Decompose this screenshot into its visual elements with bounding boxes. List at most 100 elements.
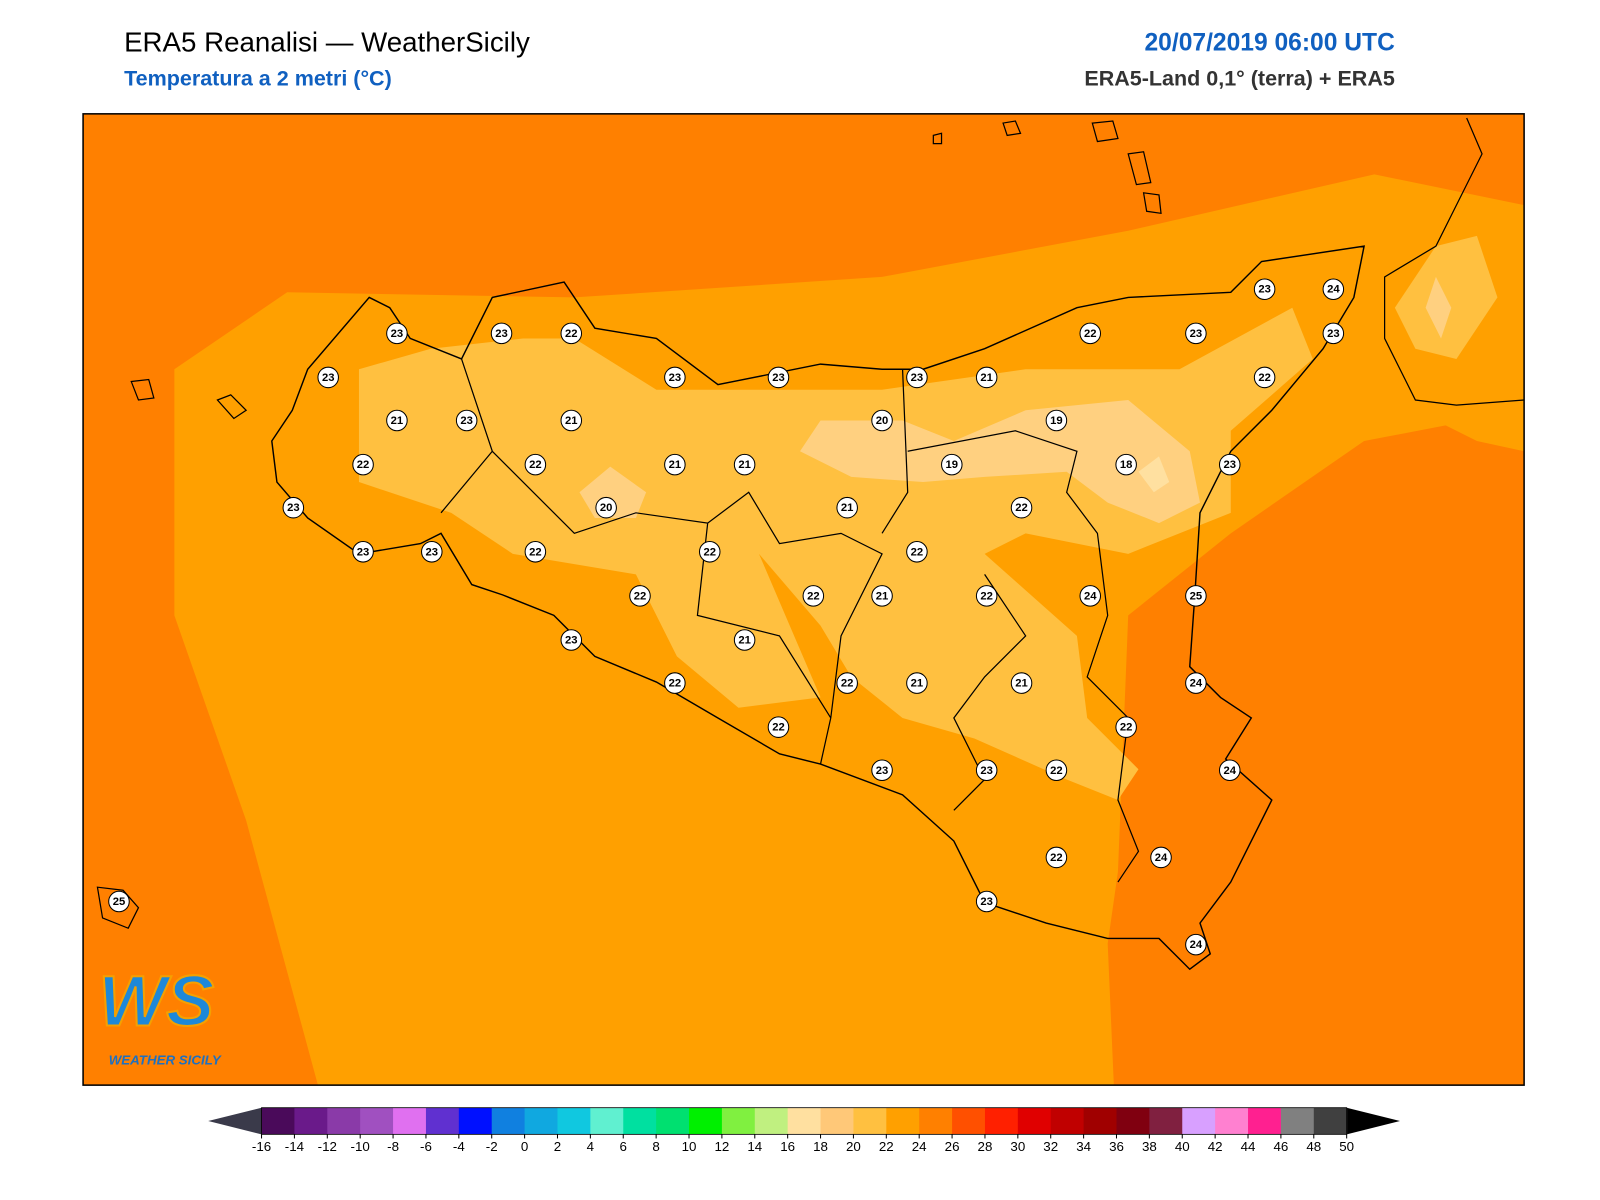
- station-marker: [698, 541, 721, 563]
- station-marker: [1185, 322, 1207, 345]
- station: 22: [524, 541, 547, 563]
- station: 22: [1253, 366, 1276, 389]
- station-value: 21: [738, 635, 751, 647]
- station-marker: [1185, 585, 1207, 607]
- colorbar-tick-label: 10: [682, 1139, 697, 1154]
- station-value: 21: [565, 415, 578, 427]
- station-value: 22: [529, 459, 542, 471]
- station: 22: [767, 716, 790, 738]
- station: 21: [664, 453, 686, 476]
- station: 18: [1115, 453, 1137, 476]
- station-value: 22: [1015, 502, 1028, 514]
- colorbar-tick-label: -4: [453, 1139, 465, 1154]
- colorbar-swatch: [557, 1107, 591, 1135]
- station-value: 23: [287, 502, 300, 514]
- station-marker: [1079, 322, 1102, 345]
- station-marker: [560, 322, 583, 345]
- station-value: 23: [911, 372, 924, 384]
- station-value: 24: [1190, 678, 1203, 690]
- colorbar-over: [1346, 1107, 1400, 1135]
- station-value: 25: [113, 896, 126, 908]
- station-value: 24: [1327, 284, 1340, 296]
- station-marker: [664, 366, 686, 389]
- colorbar-swatch: [754, 1107, 789, 1135]
- station: 23: [282, 496, 305, 519]
- field-18: [800, 400, 1200, 524]
- colorbar-swatch: [1149, 1107, 1183, 1135]
- title: ERA5 Reanalisi — WeatherSicily: [124, 26, 530, 57]
- colorbar-tick-label: 0: [521, 1139, 528, 1154]
- colorbar-tick-label: 28: [978, 1139, 993, 1154]
- station: 20: [871, 409, 893, 432]
- station-value: 22: [841, 678, 854, 690]
- station-value: 22: [703, 546, 716, 558]
- colorbar-swatch: [360, 1107, 394, 1135]
- station: 22: [1010, 496, 1033, 519]
- islands: [96, 120, 1162, 929]
- station-marker: [975, 890, 998, 913]
- station-marker: [1185, 672, 1207, 694]
- station-value: 23: [565, 635, 578, 647]
- station-marker: [1115, 716, 1137, 738]
- station-marker: [975, 759, 998, 782]
- colorbar-tick-label: 12: [714, 1139, 729, 1154]
- station-marker: [1253, 366, 1276, 389]
- station: 22: [352, 453, 374, 476]
- colorbar-tick-label: 50: [1339, 1139, 1354, 1154]
- colorbar-tick-label: -12: [318, 1139, 337, 1154]
- station-value: 23: [460, 415, 473, 427]
- station-value: 23: [980, 765, 993, 777]
- station-marker: [524, 541, 547, 563]
- station: 22: [698, 541, 721, 563]
- station-marker: [560, 629, 583, 651]
- station-marker: [871, 585, 893, 607]
- station: 22: [524, 453, 547, 476]
- colorbar-swatch: [623, 1107, 657, 1135]
- station: 22: [664, 672, 686, 694]
- station-marker: [595, 496, 617, 519]
- colorbar-swatch: [1215, 1107, 1249, 1135]
- station-marker: [906, 541, 928, 563]
- station: 23: [975, 890, 998, 913]
- station-marker: [352, 541, 374, 563]
- station-value: 21: [911, 678, 924, 690]
- colorbar-tick-label: 26: [945, 1139, 960, 1154]
- station-marker: [386, 322, 408, 345]
- station-marker: [490, 322, 513, 345]
- colorbar-swatch: [491, 1107, 526, 1135]
- station-marker: [1045, 409, 1068, 432]
- station-marker: [767, 716, 790, 738]
- station-marker: [1218, 453, 1241, 476]
- station: 23: [560, 629, 583, 651]
- station-value: 22: [807, 590, 820, 602]
- logo-mark: WS: [98, 962, 214, 1042]
- map-frame: [82, 113, 1525, 1086]
- stations: 23 23 22 23 21 23 21 22 22 21 21 23 20 23 23 22 22 23 22 22…: [108, 278, 1345, 956]
- station: 23: [664, 366, 686, 389]
- station: 21: [836, 496, 858, 519]
- station: 25: [1185, 585, 1207, 607]
- station-marker: [733, 453, 756, 476]
- colorbar-swatch: [820, 1107, 854, 1135]
- station-value: 23: [1327, 328, 1340, 340]
- station: 23: [421, 541, 443, 563]
- station: 21: [386, 409, 408, 432]
- station-marker: [629, 585, 651, 607]
- colorbar-swatch: [1182, 1107, 1216, 1135]
- station-value: 23: [495, 328, 508, 340]
- station-marker: [836, 496, 858, 519]
- station-value: 22: [565, 328, 578, 340]
- station-value: 22: [772, 722, 785, 734]
- station: 21: [906, 672, 928, 694]
- colorbar-tick-label: 8: [652, 1139, 659, 1154]
- station-marker: [664, 453, 686, 476]
- colorbar-swatch: [787, 1107, 822, 1135]
- station-marker: [975, 585, 998, 607]
- colorbar-tick-label: 34: [1076, 1139, 1091, 1154]
- station-value: 24: [1155, 852, 1168, 864]
- colorbar-swatch: [1050, 1107, 1085, 1135]
- colorbar-tick-label: 20: [846, 1139, 861, 1154]
- station-marker: [767, 366, 790, 389]
- station: 21: [1010, 672, 1033, 694]
